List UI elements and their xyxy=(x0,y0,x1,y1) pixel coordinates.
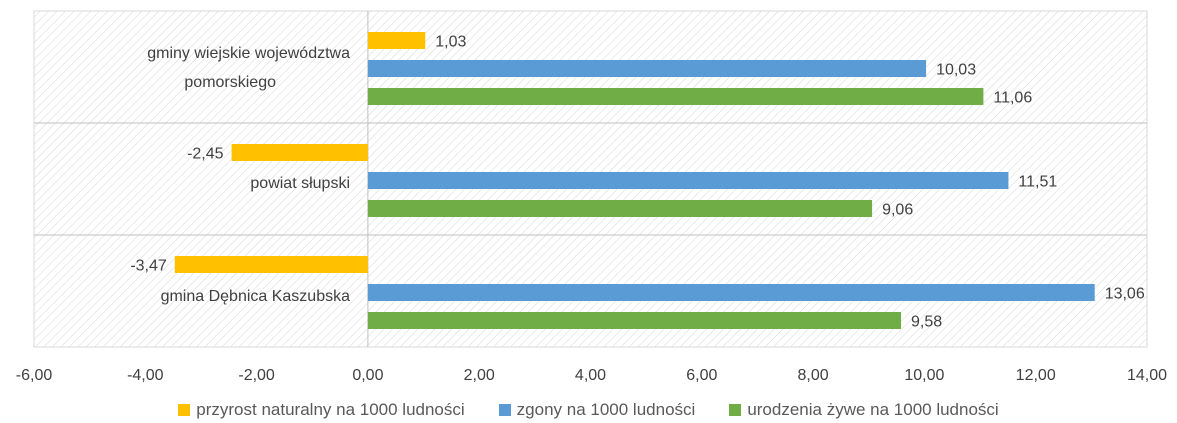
legend: przyrost naturalny na 1000 ludności zgon… xyxy=(0,396,1177,423)
legend-item-przyrost: przyrost naturalny na 1000 ludności xyxy=(178,396,465,423)
bar-urodzenia xyxy=(367,88,984,105)
x-axis-ticks: -6,00 -4,00 -2,00 0,00 2,00 4,00 6,00 8,00 10,00… xyxy=(16,367,1167,384)
data-labels-group: 1,03 10,03 11,06 -2,45 11,51 9,06 -3,47 13,06 9,… xyxy=(130,34,1145,331)
legend-label: zgony na 1000 ludności xyxy=(516,399,696,419)
data-label: 11,06 xyxy=(993,90,1032,107)
bars-group xyxy=(174,32,1095,329)
x-tick-label: 14,00 xyxy=(1127,367,1167,384)
legend-item-urodzenia: urodzenia żywe na 1000 ludności xyxy=(729,396,999,423)
data-label: 1,03 xyxy=(435,34,466,51)
x-tick-label: 8,00 xyxy=(798,367,829,384)
bar-urodzenia xyxy=(367,312,902,329)
category-labels-group: gminy wiejskie województwa pomorskiego pow… xyxy=(147,45,350,305)
x-tick-label: 0,00 xyxy=(352,367,383,384)
bar-przyrost xyxy=(174,256,368,273)
x-tick-label: 4,00 xyxy=(575,367,606,384)
x-tick-label: -6,00 xyxy=(16,367,53,384)
legend-label: urodzenia żywe na 1000 ludności xyxy=(747,399,999,419)
legend-swatch-yellow xyxy=(178,403,191,416)
legend-label: przyrost naturalny na 1000 ludności xyxy=(196,399,465,419)
legend-swatch-blue xyxy=(498,403,511,416)
bar-zgony xyxy=(367,60,927,77)
legend-item-zgony: zgony na 1000 ludności xyxy=(498,396,696,423)
x-tick-label: 2,00 xyxy=(464,367,495,384)
legend-swatch-green xyxy=(729,403,742,416)
bar-urodzenia xyxy=(367,200,873,217)
bar-przyrost xyxy=(367,32,426,49)
data-label: 9,58 xyxy=(911,314,942,331)
category-label: gmina Dębnica Kaszubska xyxy=(161,288,351,305)
data-label: -2,45 xyxy=(187,146,224,163)
category-label: pomorskiego xyxy=(184,74,276,91)
x-tick-label: -4,00 xyxy=(127,367,164,384)
bar-zgony xyxy=(367,284,1095,301)
bar-przyrost xyxy=(231,144,368,161)
data-label: 13,06 xyxy=(1105,286,1145,303)
data-label: 9,06 xyxy=(882,202,913,219)
data-label: 10,03 xyxy=(936,62,976,79)
x-tick-label: 6,00 xyxy=(686,367,717,384)
x-tick-label: -2,00 xyxy=(238,367,275,384)
data-label: 11,51 xyxy=(1018,174,1057,191)
category-label: gminy wiejskie województwa xyxy=(147,45,350,62)
data-label: -3,47 xyxy=(130,258,167,275)
category-label: powiat słupski xyxy=(250,175,350,192)
bar-zgony xyxy=(367,172,1009,189)
x-tick-label: 10,00 xyxy=(904,367,944,384)
x-tick-label: 12,00 xyxy=(1016,367,1056,384)
